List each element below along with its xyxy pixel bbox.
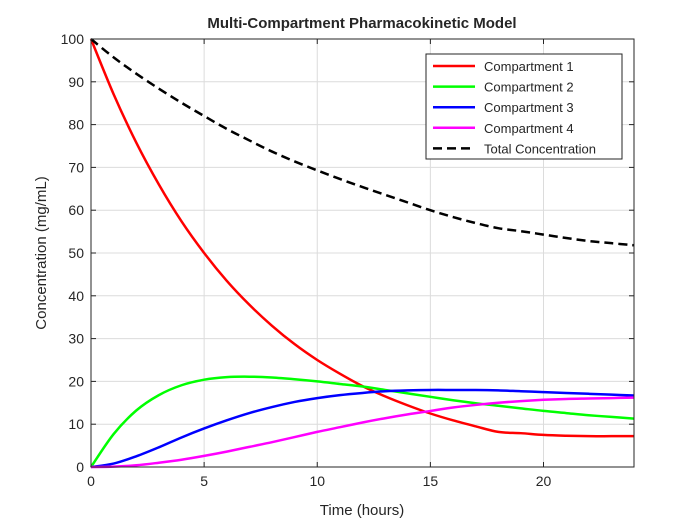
axis-ticks: 0 5 10 15 20 0 10 20 30 40 50 60 70 80 90 100 [61, 31, 634, 489]
x-tick-label: 0 [87, 473, 95, 489]
y-tick-label: 30 [68, 331, 84, 347]
series-line-total-concentration [90, 38, 635, 247]
series-line-compartment-2 [89, 375, 635, 468]
y-tick-label: 40 [68, 288, 84, 304]
y-tick-label: 20 [68, 373, 84, 389]
y-tick-label: 90 [68, 74, 84, 90]
x-tick-label: 5 [200, 473, 208, 489]
legend-label-compartment-1: Compartment 1 [484, 59, 574, 74]
x-tick-label: 15 [423, 473, 439, 489]
legend: Compartment 1 Compartment 2 Compartment 3 C… [425, 53, 623, 160]
x-tick-label: 10 [309, 473, 325, 489]
series-line-compartment-4 [90, 396, 635, 469]
series-line-compartment-3 [90, 388, 635, 469]
y-tick-label: 100 [61, 31, 85, 47]
y-tick-label: 80 [68, 117, 84, 133]
y-tick-label: 0 [76, 459, 84, 475]
legend-label-compartment-2: Compartment 2 [484, 80, 574, 95]
x-tick-label: 20 [536, 473, 552, 489]
y-tick-label: 70 [68, 159, 84, 175]
series-lines [89, 38, 635, 469]
chart-title: Multi-Compartment Pharmacokinetic Model [207, 15, 516, 32]
legend-label-compartment-3: Compartment 3 [484, 100, 574, 115]
y-tick-label: 10 [68, 416, 84, 432]
y-tick-label: 60 [68, 202, 84, 218]
x-axis-label: Time (hours) [320, 502, 404, 519]
y-tick-label: 50 [68, 245, 84, 261]
y-axis-label: Concentration (mg/mL) [33, 176, 50, 329]
legend-label-compartment-4: Compartment 4 [484, 121, 574, 136]
legend-label-total-concentration: Total Concentration [484, 141, 596, 156]
